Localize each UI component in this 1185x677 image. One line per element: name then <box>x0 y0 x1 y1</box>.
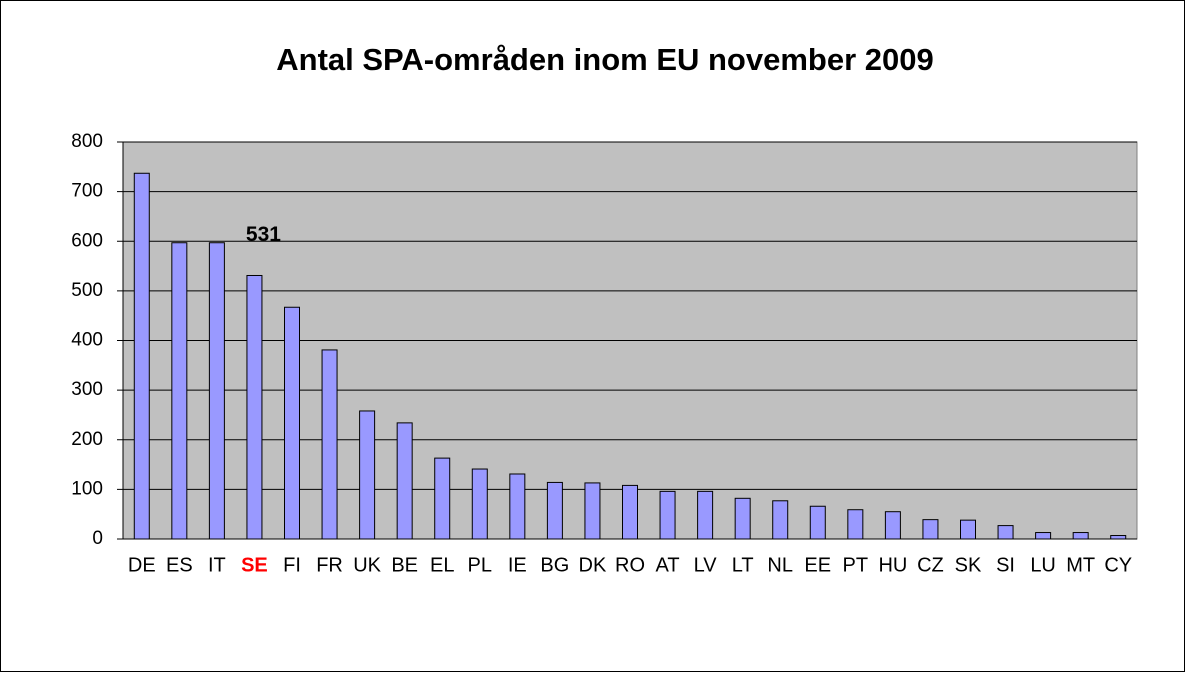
bar <box>246 274 263 540</box>
x-tick-label: LU <box>1030 554 1056 576</box>
x-tick-label: LV <box>694 554 718 576</box>
x-tick-label: CY <box>1104 554 1132 576</box>
x-tick-label: HU <box>878 554 907 576</box>
x-tick-label: EL <box>430 554 454 576</box>
bar <box>884 511 901 540</box>
x-tick-label: BG <box>540 554 569 576</box>
bar <box>1035 532 1052 540</box>
x-tick-label: UK <box>353 554 381 576</box>
bar <box>434 457 451 540</box>
bar <box>847 509 864 540</box>
bar <box>809 505 826 540</box>
x-tick-label: CZ <box>917 554 944 576</box>
x-tick-label: FI <box>283 554 301 576</box>
bar <box>659 490 676 540</box>
y-tick-label: 300 <box>71 379 103 400</box>
bar <box>396 422 413 540</box>
bar <box>772 500 789 540</box>
x-tick-label: RO <box>615 554 645 576</box>
bar <box>509 473 526 540</box>
y-tick-label: 500 <box>71 280 103 301</box>
x-tick-label: SE <box>241 554 268 576</box>
bar <box>133 172 150 540</box>
x-tick-label: NL <box>767 554 793 576</box>
x-tick-label: LT <box>732 554 754 576</box>
x-tick-label: DE <box>128 554 156 576</box>
bar <box>997 525 1014 540</box>
x-tick-label: IE <box>508 554 527 576</box>
data-label: 531 <box>246 223 281 246</box>
bar <box>734 497 751 540</box>
y-tick-label: 0 <box>92 528 103 549</box>
y-tick-label: 200 <box>71 429 103 450</box>
y-tick-label: 800 <box>71 131 103 152</box>
bar <box>1110 535 1127 540</box>
x-tick-label: PT <box>843 554 869 576</box>
bar <box>697 490 714 540</box>
bar <box>622 484 638 540</box>
y-tick-label: 600 <box>71 230 103 251</box>
bar <box>284 306 300 540</box>
x-tick-label: EE <box>804 554 831 576</box>
x-tick-label: ES <box>166 554 193 576</box>
y-tick-label: 700 <box>71 181 103 202</box>
x-tick-label: BE <box>391 554 418 576</box>
bar <box>1072 532 1089 540</box>
bar <box>960 519 976 540</box>
bar <box>546 481 563 540</box>
bar <box>171 242 188 540</box>
chart-title: Antal SPA-områden inom EU november 2009 <box>276 42 933 77</box>
x-tick-label: MT <box>1066 554 1095 576</box>
bar <box>922 519 939 540</box>
x-tick-label: SK <box>955 554 982 576</box>
bar <box>359 410 376 540</box>
x-tick-label: AT <box>656 554 680 576</box>
x-tick-label: FR <box>316 554 343 576</box>
x-tick-label: SI <box>996 554 1015 576</box>
x-tick-label: DK <box>579 554 607 576</box>
y-tick-label: 400 <box>71 330 103 351</box>
bar <box>321 349 338 540</box>
bar <box>471 468 488 540</box>
y-tick-label: 100 <box>71 478 103 499</box>
x-tick-label: PL <box>468 554 492 576</box>
x-tick-label: IT <box>208 554 226 576</box>
bar <box>208 242 225 540</box>
bar <box>584 482 601 540</box>
